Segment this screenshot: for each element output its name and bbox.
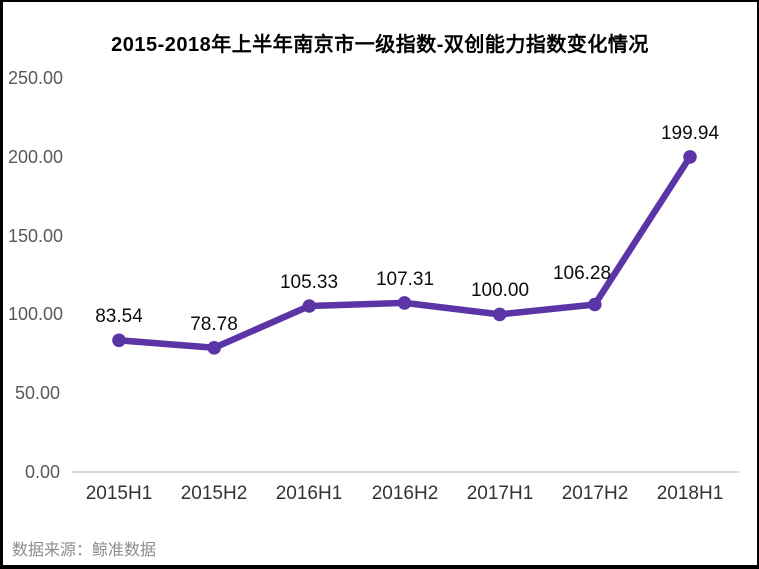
data-point-marker	[302, 299, 317, 313]
x-axis-category-label: 2018H1	[656, 483, 724, 504]
y-axis-tick-label: 100.00	[8, 304, 64, 324]
y-axis-tick-label: 150.00	[8, 226, 64, 246]
data-point-label: 105.33	[279, 272, 339, 293]
x-axis-category-label: 2015H1	[85, 483, 153, 504]
data-point-marker	[492, 307, 507, 322]
data-point-label: 100.00	[470, 280, 530, 301]
data-point-label: 106.28	[552, 263, 612, 284]
x-axis-category-label: 2015H2	[180, 483, 248, 504]
data-point-label: 107.31	[375, 269, 435, 290]
chart-title: 2015-2018年上半年南京市一级指数-双创能力指数变化情况	[111, 34, 649, 56]
y-axis-tick-label: 50.00	[14, 383, 60, 403]
data-point-marker	[588, 297, 602, 312]
y-axis-tick-label: 250.00	[8, 68, 64, 88]
data-point-marker	[397, 296, 412, 310]
data-point-label: 83.54	[95, 306, 143, 327]
data-point-label: 199.94	[660, 123, 720, 144]
x-axis-category-label: 2017H2	[561, 483, 629, 504]
data-point-label: 78.78	[190, 314, 238, 335]
series-markers	[112, 150, 697, 355]
x-axis-category-label: 2016H1	[275, 483, 343, 504]
data-point-marker	[112, 333, 126, 348]
y-axis-tick-label: 200.00	[8, 147, 64, 167]
x-axis-category-label: 2017H1	[466, 483, 534, 504]
data-point-marker	[683, 150, 697, 164]
data-point-marker	[207, 341, 221, 355]
data-source-note: 数据来源：鲸准数据	[12, 542, 157, 559]
x-axis-category-label: 2016H2	[371, 483, 439, 504]
line-chart-canvas	[72, 150, 739, 473]
y-axis-tick-label: 0.00	[24, 462, 60, 482]
